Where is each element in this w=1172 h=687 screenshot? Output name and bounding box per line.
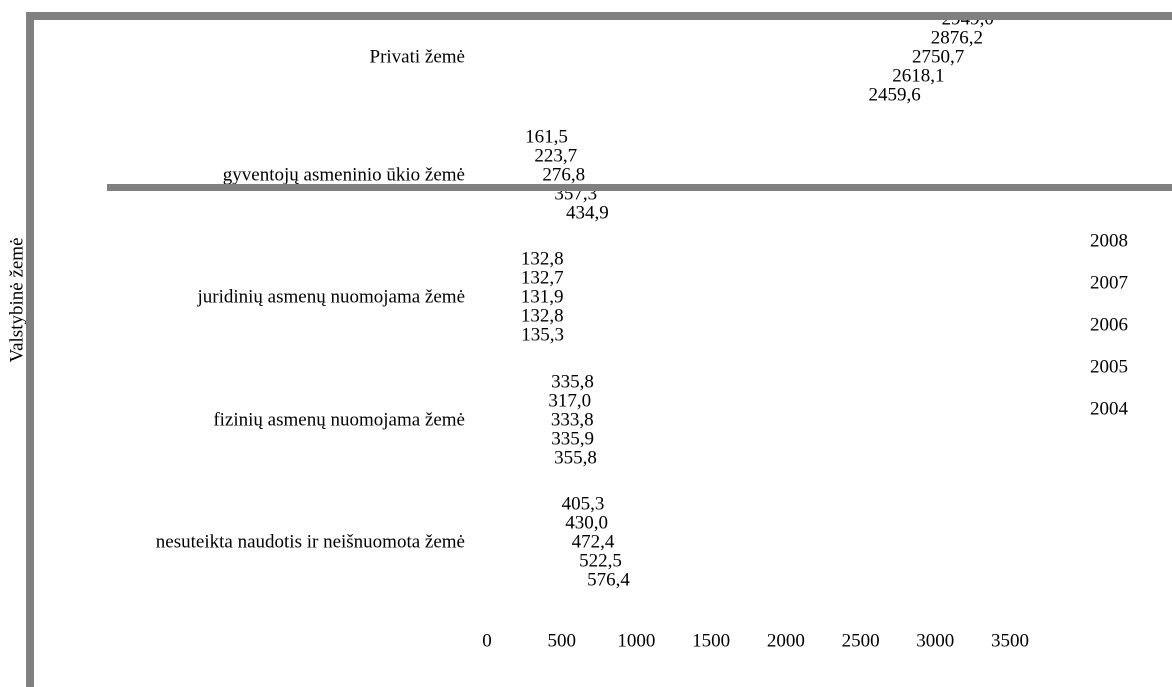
x-tick-label: 1000 <box>617 630 655 651</box>
data-label: 335,9 <box>551 428 594 449</box>
data-label: 132,8 <box>521 305 564 326</box>
data-label: 405,3 <box>562 493 605 514</box>
category-label: fizinių asmenų nuomojama žemė <box>213 409 465 430</box>
frame-divider <box>107 184 1172 191</box>
data-label: 430,0 <box>565 512 608 533</box>
data-label: 132,7 <box>521 267 564 288</box>
bar <box>487 414 537 428</box>
bar <box>487 310 507 324</box>
data-label: 223,7 <box>534 145 577 166</box>
data-label: 135,3 <box>521 324 564 345</box>
bar <box>487 433 537 447</box>
category-label: juridinių asmenų nuomojama žemė <box>196 286 465 307</box>
data-label: 161,5 <box>525 126 568 147</box>
bar <box>487 131 511 145</box>
bar <box>487 517 551 531</box>
data-label: 335,8 <box>551 371 594 392</box>
data-label: 576,4 <box>587 569 630 590</box>
bar <box>487 376 537 390</box>
frame-top <box>26 12 1172 20</box>
data-label: 522,5 <box>579 550 622 571</box>
bar <box>487 207 552 221</box>
bar <box>487 498 548 512</box>
x-tick-label: 2500 <box>842 630 880 651</box>
x-tick-label: 2000 <box>767 630 805 651</box>
data-label: 2459,6 <box>869 84 921 105</box>
bar <box>487 89 855 103</box>
category-label: nesuteikta naudotis ir neišnuomota žemė <box>156 531 465 552</box>
bar <box>487 150 520 164</box>
x-tick-label: 3000 <box>916 630 954 651</box>
legend-label: 2006 <box>1090 314 1128 335</box>
bar <box>487 291 507 305</box>
bar <box>487 555 565 569</box>
data-label: 333,8 <box>551 409 594 430</box>
legend-label: 2004 <box>1090 398 1129 419</box>
bar <box>487 536 558 550</box>
bar <box>487 253 507 267</box>
bar <box>487 329 507 343</box>
bar <box>487 169 528 183</box>
category-label: gyventojų asmeninio ūkio žemė <box>223 164 465 185</box>
bar <box>487 574 573 588</box>
x-tick-label: 0 <box>482 630 492 651</box>
bar <box>487 452 540 466</box>
category-label: Privati žemė <box>370 46 466 67</box>
frame-left <box>26 12 34 687</box>
bar <box>487 272 507 286</box>
data-label: 317,0 <box>548 390 591 411</box>
data-label: 131,9 <box>521 286 564 307</box>
data-label: 2750,7 <box>912 46 964 67</box>
bar <box>487 70 878 84</box>
legend-label: 2007 <box>1090 272 1128 293</box>
x-tick-label: 3500 <box>991 630 1029 651</box>
data-label: 355,8 <box>554 447 597 468</box>
y-axis-label: Valstybinė žemė <box>6 237 27 362</box>
data-label: 276,8 <box>542 164 585 185</box>
data-label: 472,4 <box>572 531 615 552</box>
bar <box>487 32 917 46</box>
data-label: 2618,1 <box>892 65 944 86</box>
data-label: 2876,2 <box>931 27 983 48</box>
data-label: 434,9 <box>566 202 609 223</box>
bar <box>487 395 534 409</box>
data-label: 132,8 <box>521 248 564 269</box>
x-tick-label: 1500 <box>692 630 730 651</box>
legend-label: 2005 <box>1090 356 1128 377</box>
bar <box>487 51 898 65</box>
x-tick-label: 500 <box>547 630 576 651</box>
legend-label: 2008 <box>1090 230 1128 251</box>
